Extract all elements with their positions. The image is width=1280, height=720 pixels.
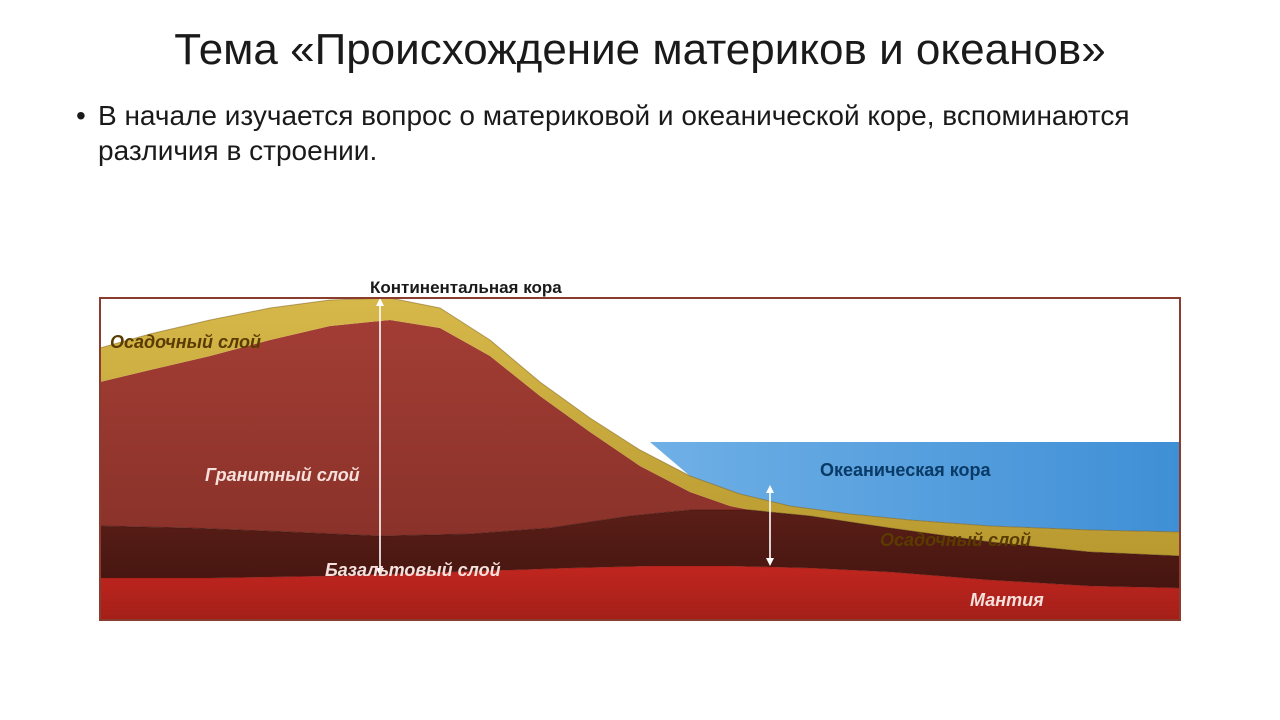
label-basalt: Базальтовый слой [325,560,501,581]
label-sediment-right: Осадочный слой [880,530,1031,551]
crust-diagram: Континентальная кора Осадочный слой Гранит… [90,270,1190,630]
label-mantle: Мантия [970,590,1044,611]
page-title: Тема «Происхождение материков и океанов» [48,24,1232,76]
label-sediment-left: Осадочный слой [110,332,261,353]
bullet-item: В начале изучается вопрос о материковой … [76,98,1232,168]
bullet-list: В начале изучается вопрос о материковой … [48,98,1232,168]
label-continental-crust: Континентальная кора [370,278,562,298]
label-granite: Гранитный слой [205,465,360,486]
label-oceanic-crust: Океаническая кора [820,460,991,481]
